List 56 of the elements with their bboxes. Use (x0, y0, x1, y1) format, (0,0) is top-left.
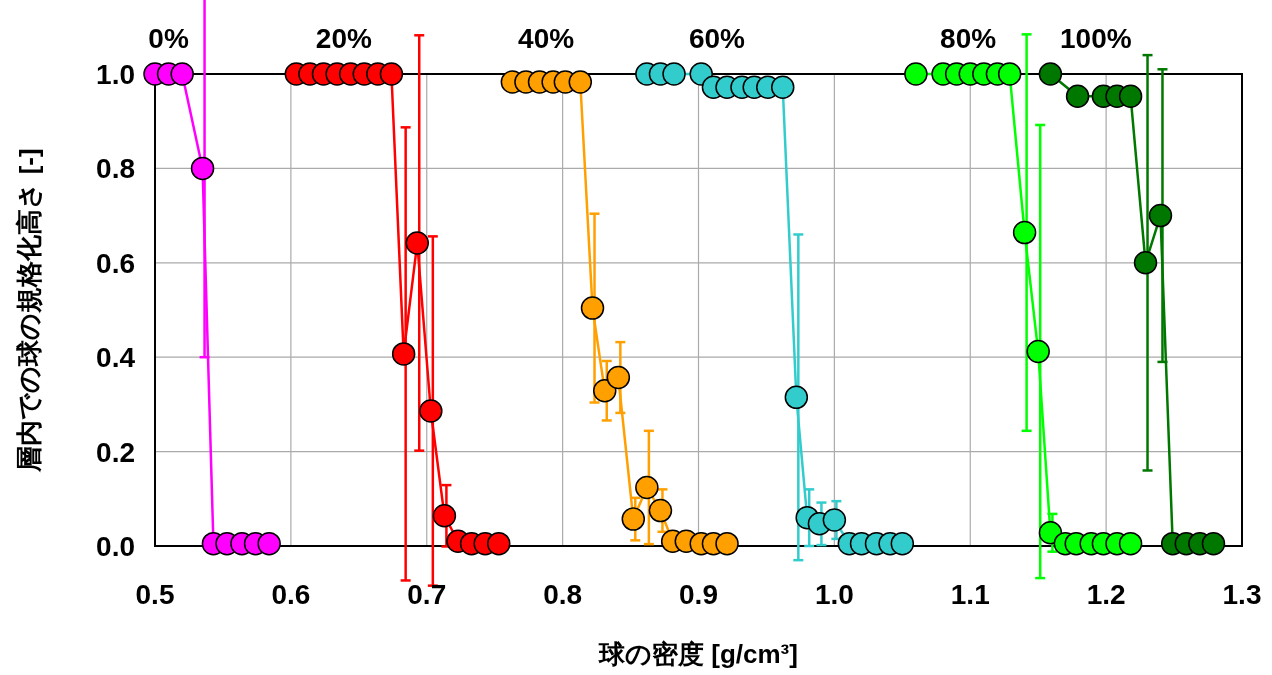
series-label: 40% (518, 23, 575, 54)
point (621, 507, 646, 531)
point (715, 531, 739, 556)
x-tick-label: 0.9 (679, 579, 718, 610)
point (432, 504, 457, 528)
point (648, 498, 673, 523)
series-label: 20% (315, 23, 372, 54)
point (784, 385, 809, 410)
point (170, 62, 194, 86)
point (1148, 203, 1173, 228)
y-axis-title: 層内での球の規格化高さ [-] (14, 148, 44, 473)
point (1201, 531, 1226, 556)
point (606, 365, 631, 390)
y-tick-label: 1.0 (96, 59, 135, 90)
point (770, 75, 795, 99)
point (1118, 84, 1143, 108)
point (1065, 84, 1090, 108)
point (487, 531, 511, 556)
x-tick-label: 0.7 (407, 579, 447, 610)
point (997, 62, 1022, 86)
y-tick-label: 0.4 (96, 342, 136, 374)
y-tick-label: 0.8 (96, 153, 135, 185)
x-tick-label: 1.1 (950, 579, 990, 610)
series-label: 100% (1059, 23, 1132, 54)
series-label: 0% (148, 23, 189, 54)
x-axis-title: 球の密度 [g/cm³] (598, 639, 798, 669)
y-tick-label: 0.2 (96, 436, 135, 468)
x-tick-label: 1.3 (1222, 579, 1262, 610)
point (257, 531, 281, 556)
point (419, 399, 443, 423)
series-label: 60% (688, 23, 746, 54)
point (405, 231, 429, 255)
point (1133, 251, 1158, 275)
point (391, 342, 416, 366)
point (904, 62, 928, 86)
x-tick-label: 0.8 (543, 579, 583, 610)
point (662, 62, 686, 86)
point (1038, 62, 1063, 86)
point (822, 508, 847, 532)
point (190, 156, 215, 181)
point (1118, 531, 1143, 556)
x-tick-label: 0.6 (271, 579, 311, 610)
point (890, 531, 915, 556)
point (580, 296, 605, 320)
point (568, 70, 593, 94)
point (593, 378, 617, 403)
y-tick-label: 0.0 (96, 531, 135, 562)
y-tick-label: 0.6 (96, 247, 135, 279)
series-label: 80% (940, 23, 997, 54)
x-tick-label: 0.5 (135, 579, 175, 610)
x-tick-label: 1.2 (1086, 579, 1126, 610)
point (1012, 220, 1037, 245)
point (1026, 339, 1050, 364)
x-tick-label: 1.0 (814, 579, 854, 610)
point (635, 475, 659, 500)
point (379, 62, 404, 86)
